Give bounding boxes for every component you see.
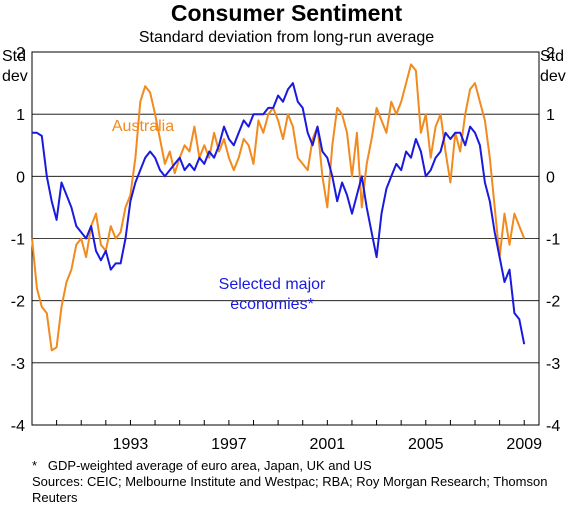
series-line-major-economies	[32, 82, 526, 345]
sources-text: CEIC; Melbourne Institute and Westpac; R…	[32, 474, 548, 505]
right-axis-unit-line2: dev	[540, 68, 566, 85]
right-axis-unit-line1: Std	[540, 48, 565, 65]
chart-title: Consumer Sentiment	[170, 0, 403, 26]
y-tick-label-left: -1	[11, 232, 25, 249]
y-tick-label-right: 0	[546, 169, 555, 186]
y-tick-label-right: -1	[546, 232, 560, 249]
y-tick-label-right: -2	[546, 294, 560, 311]
sources: Sources: CEIC; Melbourne Institute and W…	[32, 474, 562, 506]
y-tick-label-left: -2	[11, 294, 25, 311]
y-tick-label-right: 2	[546, 45, 555, 62]
x-tick-label: 1997	[211, 436, 247, 453]
y-tick-label-left: 1	[16, 107, 25, 124]
y-tick-label-right: -4	[546, 418, 560, 435]
y-tick-label-left: -3	[11, 356, 25, 373]
sources-label: Sources:	[32, 474, 84, 489]
chart-subtitle: Standard deviation from long-run average	[138, 29, 435, 46]
left-axis-unit-line1: Std	[2, 48, 27, 65]
y-tick-label-left: 0	[16, 169, 25, 186]
footnote-marker: *	[32, 458, 38, 473]
left-axis-unit: Std dev	[2, 47, 28, 87]
y-tick-label-right: -3	[546, 356, 560, 373]
right-axis-unit: Std dev	[540, 47, 566, 87]
x-tick-label: 2001	[310, 436, 346, 453]
series-line-australia	[31, 63, 526, 352]
y-tick-label-right: 1	[546, 107, 555, 124]
left-axis-unit-line2: dev	[2, 68, 28, 85]
series-label-major-economies-line1: Selected major	[219, 276, 326, 293]
series-label-australia: Australia	[112, 118, 174, 135]
y-tick-label-left: 2	[16, 45, 25, 62]
y-tick-label-left: -4	[11, 418, 25, 435]
x-tick-label: 1993	[113, 436, 149, 453]
x-tick-label: 2009	[506, 436, 542, 453]
series-label-major-economies-line2: economies*	[230, 296, 314, 313]
x-tick-label: 2005	[408, 436, 444, 453]
footnote-text: GDP-weighted average of euro area, Japan…	[47, 458, 372, 473]
footnote: * GDP-weighted average of euro area, Jap…	[32, 458, 372, 474]
